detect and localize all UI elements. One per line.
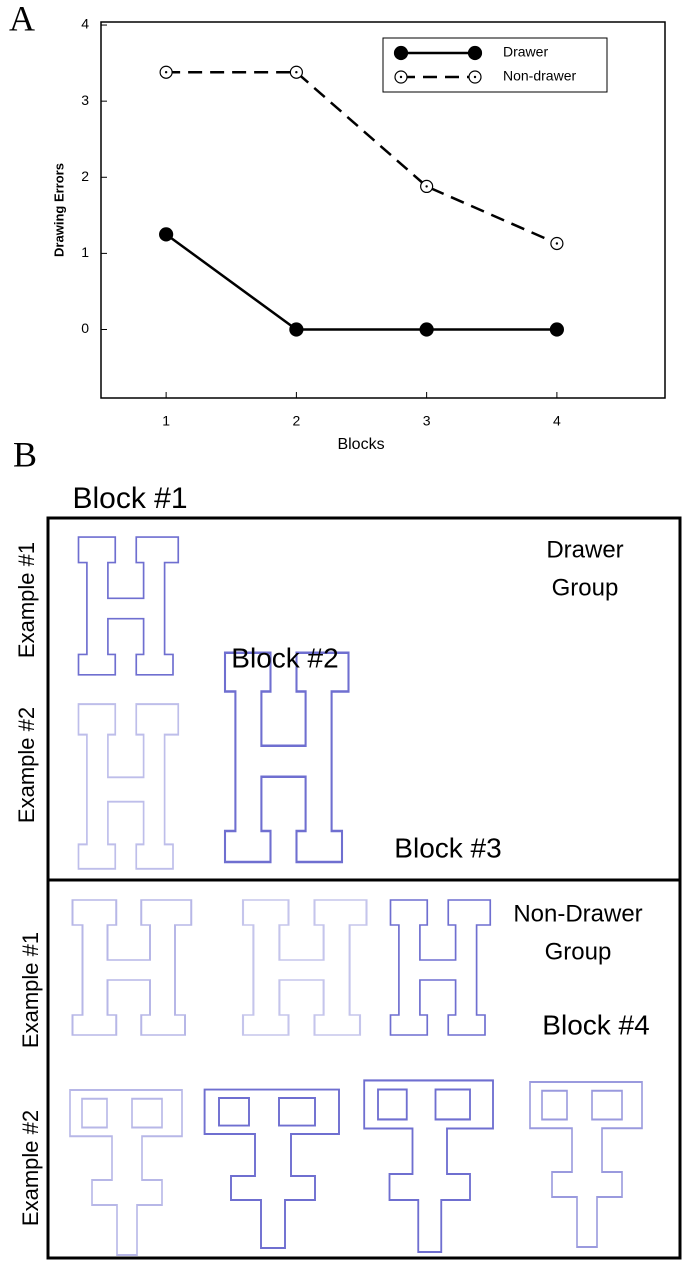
y-tick-label: 1 xyxy=(81,244,89,260)
example-label: Example #2 xyxy=(18,1110,43,1226)
sketch xyxy=(363,1079,495,1254)
series-line xyxy=(165,233,557,331)
block-label: Block #4 xyxy=(542,1009,649,1040)
example-label: Example #1 xyxy=(14,542,39,658)
data-point xyxy=(549,322,564,337)
legend-label: Drawer xyxy=(503,44,548,60)
legend-marker-dot xyxy=(473,75,477,79)
y-tick-label: 3 xyxy=(81,92,89,108)
block-label: Block #2 xyxy=(231,642,338,673)
data-point-dot xyxy=(425,185,428,188)
example-label: Example #2 xyxy=(14,707,39,823)
legend-marker-dot xyxy=(399,75,403,79)
panel-label: B xyxy=(13,434,37,474)
legend-label: Non-drawer xyxy=(503,68,576,84)
sketch xyxy=(223,651,350,864)
sketches xyxy=(69,536,643,1256)
legend-marker xyxy=(467,45,483,61)
data-point xyxy=(159,227,174,242)
group-label: Drawer xyxy=(546,536,623,563)
sketch xyxy=(241,898,368,1037)
x-axis-label: Blocks xyxy=(337,436,384,453)
series-line xyxy=(166,70,558,245)
legend-marker xyxy=(393,45,409,61)
sketch xyxy=(529,1081,643,1248)
legend-box xyxy=(382,37,608,93)
sketch xyxy=(77,703,180,870)
sketch xyxy=(71,899,193,1036)
x-tick-label: 1 xyxy=(162,413,170,429)
panel-label: A xyxy=(9,0,35,38)
x-tick-label: 4 xyxy=(553,413,561,429)
group-label: Group xyxy=(545,938,612,965)
sketch xyxy=(69,1089,183,1256)
y-tick-label: 2 xyxy=(81,168,89,184)
example-label: Example #1 xyxy=(18,932,43,1048)
y-axis-label: Drawing Errors xyxy=(51,163,66,257)
y-tick-label: 4 xyxy=(81,16,89,32)
y-tick-label: 0 xyxy=(81,320,89,336)
block-label: Block #3 xyxy=(394,832,501,863)
data-point xyxy=(419,322,434,337)
group-label: Group xyxy=(552,574,619,601)
data-point-dot xyxy=(555,242,559,245)
sketch xyxy=(77,536,180,676)
sketch xyxy=(389,899,492,1036)
x-tick-label: 2 xyxy=(292,413,300,429)
data-point xyxy=(289,322,304,337)
data-point-dot xyxy=(295,71,298,74)
block-label: Block #1 xyxy=(72,482,187,515)
frame xyxy=(46,516,682,1260)
x-tick-label: 3 xyxy=(423,413,431,429)
sketch xyxy=(203,1088,340,1249)
group-label: Non-Drawer xyxy=(513,900,642,927)
plot-frame xyxy=(100,21,666,399)
data-point-dot xyxy=(164,71,168,74)
